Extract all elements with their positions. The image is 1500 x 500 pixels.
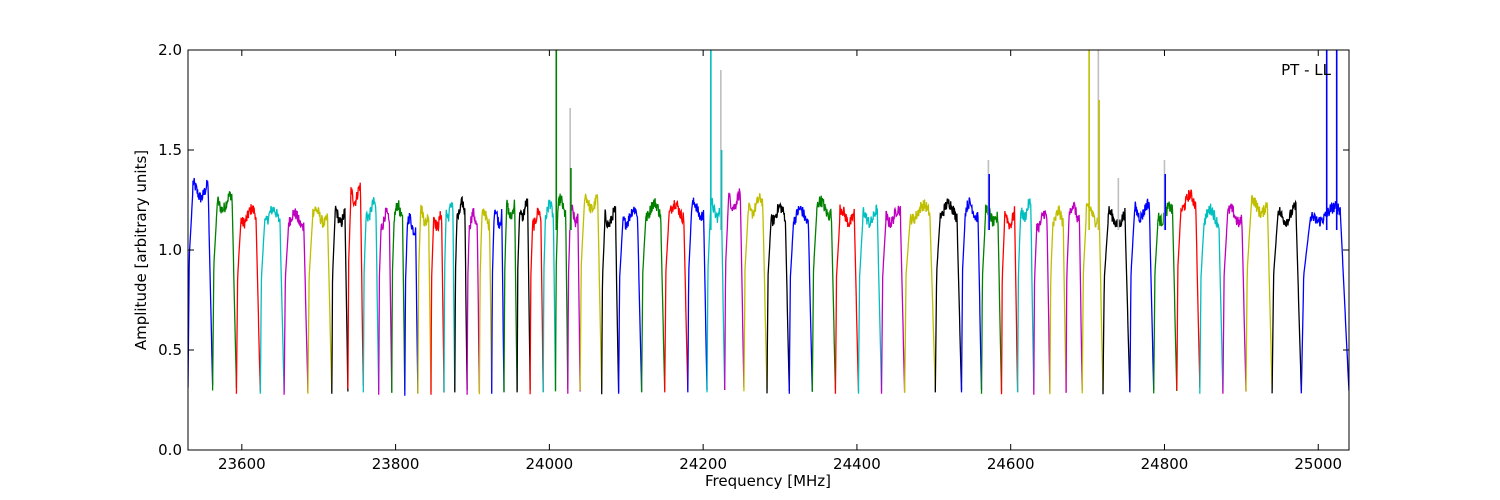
series-line <box>743 193 768 392</box>
series-line <box>1033 210 1051 395</box>
series-line <box>417 204 432 394</box>
series-line <box>430 211 445 395</box>
series-line <box>1271 199 1302 394</box>
series-line <box>1199 203 1224 394</box>
series-line <box>724 188 745 391</box>
series-line <box>542 199 557 393</box>
series-line <box>188 177 214 388</box>
series-line <box>1065 201 1083 393</box>
y-tick-label: 0.5 <box>158 341 182 359</box>
series-line <box>1300 201 1349 394</box>
series-line <box>235 204 261 394</box>
series-line <box>466 207 481 395</box>
series-line <box>1176 189 1201 391</box>
series-line <box>903 199 936 393</box>
series-line <box>307 206 333 394</box>
series-line <box>1016 198 1035 393</box>
series-line <box>529 207 544 395</box>
y-tick-label: 1.5 <box>158 141 182 159</box>
x-tick-label: 23600 <box>218 455 266 473</box>
series-line <box>503 199 518 393</box>
series-line <box>1049 205 1067 395</box>
series-line <box>516 198 531 393</box>
series-line <box>478 208 493 395</box>
series-line <box>766 201 790 394</box>
y-tick-label: 1.0 <box>158 241 182 259</box>
series-line <box>404 213 419 396</box>
series-line <box>601 205 620 395</box>
series-line <box>640 198 666 393</box>
series-line <box>934 198 963 393</box>
series-line <box>283 208 309 395</box>
series-line <box>259 205 285 394</box>
series-line <box>880 205 906 394</box>
series-line <box>391 200 406 393</box>
series-line <box>834 204 860 394</box>
series-line <box>980 204 1003 394</box>
series-line <box>491 208 505 394</box>
x-tick-label: 25000 <box>1294 455 1342 473</box>
series-layer <box>188 50 1349 396</box>
x-tick-label: 24400 <box>833 455 881 473</box>
series-line <box>331 205 349 394</box>
series-line <box>211 191 238 391</box>
series-line <box>378 207 393 395</box>
x-tick-label: 24000 <box>526 455 574 473</box>
series-line <box>554 193 569 392</box>
y-tick-label: 0.0 <box>158 441 182 459</box>
x-tick-label: 24200 <box>679 455 727 473</box>
series-line <box>960 197 983 393</box>
series-line <box>347 182 364 389</box>
series-line <box>443 202 456 393</box>
series-line <box>1129 198 1155 393</box>
series-line <box>454 195 468 393</box>
series-line <box>579 193 603 391</box>
y-axis-label: Amplitude [arbitrary units] <box>132 150 150 350</box>
x-tick-label: 24800 <box>1141 455 1189 473</box>
series-line <box>788 205 813 394</box>
y-tick-label: 2.0 <box>158 41 182 59</box>
x-tick-label: 23800 <box>372 455 420 473</box>
series-line <box>1222 203 1247 394</box>
series-line <box>664 200 689 393</box>
series-line <box>857 204 883 394</box>
x-tick-label: 24600 <box>987 455 1035 473</box>
series-line <box>362 197 380 393</box>
x-axis-label: Frequency [MHz] <box>705 472 831 490</box>
series-line <box>811 195 837 392</box>
series-line <box>1000 206 1019 395</box>
series-line <box>1245 195 1273 392</box>
series-line <box>617 206 643 394</box>
ticks-layer: 23600 23800 24000 24200 24400 24600 24800 25000… <box>158 41 1349 473</box>
series-line <box>687 197 708 393</box>
annotation-label: PT - LL <box>1281 61 1332 79</box>
series-line <box>1102 206 1131 395</box>
